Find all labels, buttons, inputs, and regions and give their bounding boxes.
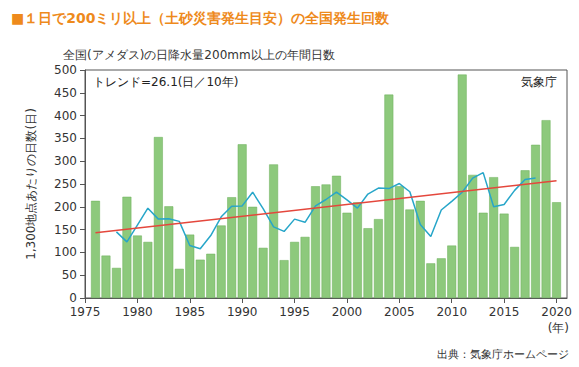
svg-text:400: 400	[54, 109, 77, 123]
svg-text:2020: 2020	[541, 305, 572, 319]
svg-text:2005: 2005	[384, 305, 415, 319]
svg-text:50: 50	[62, 268, 77, 282]
svg-text:■１日で200ミリ以上（土砂災害発生目安）の全国発生回数: ■１日で200ミリ以上（土砂災害発生目安）の全国発生回数	[11, 10, 390, 26]
svg-text:2010: 2010	[436, 305, 467, 319]
svg-text:1985: 1985	[175, 305, 206, 319]
svg-text:250: 250	[54, 177, 77, 191]
svg-text:全国(アメダス)の日降水量200mm以上の年間日数: 全国(アメダス)の日降水量200mm以上の年間日数	[63, 48, 335, 62]
svg-text:350: 350	[54, 131, 77, 145]
svg-text:1995: 1995	[279, 305, 310, 319]
svg-text:150: 150	[54, 223, 77, 237]
svg-text:2000: 2000	[332, 305, 363, 319]
svg-text:1980: 1980	[122, 305, 153, 319]
svg-text:300: 300	[54, 154, 77, 168]
svg-text:1975: 1975	[70, 305, 101, 319]
svg-text:1,300地点あたりの日数(日): 1,300地点あたりの日数(日)	[24, 108, 38, 260]
svg-text:(年): (年)	[548, 321, 569, 335]
svg-text:0: 0	[69, 291, 77, 305]
svg-text:450: 450	[54, 86, 77, 100]
svg-text:2015: 2015	[489, 305, 520, 319]
svg-text:200: 200	[54, 200, 77, 214]
svg-text:1990: 1990	[227, 305, 258, 319]
svg-text:気象庁: 気象庁	[521, 75, 557, 89]
svg-text:出典：気象庁ホームページ: 出典：気象庁ホームページ	[437, 348, 569, 361]
svg-text:500: 500	[54, 63, 77, 77]
svg-text:トレンド=26.1(日／10年): トレンド=26.1(日／10年)	[93, 75, 238, 89]
svg-text:100: 100	[54, 245, 77, 259]
